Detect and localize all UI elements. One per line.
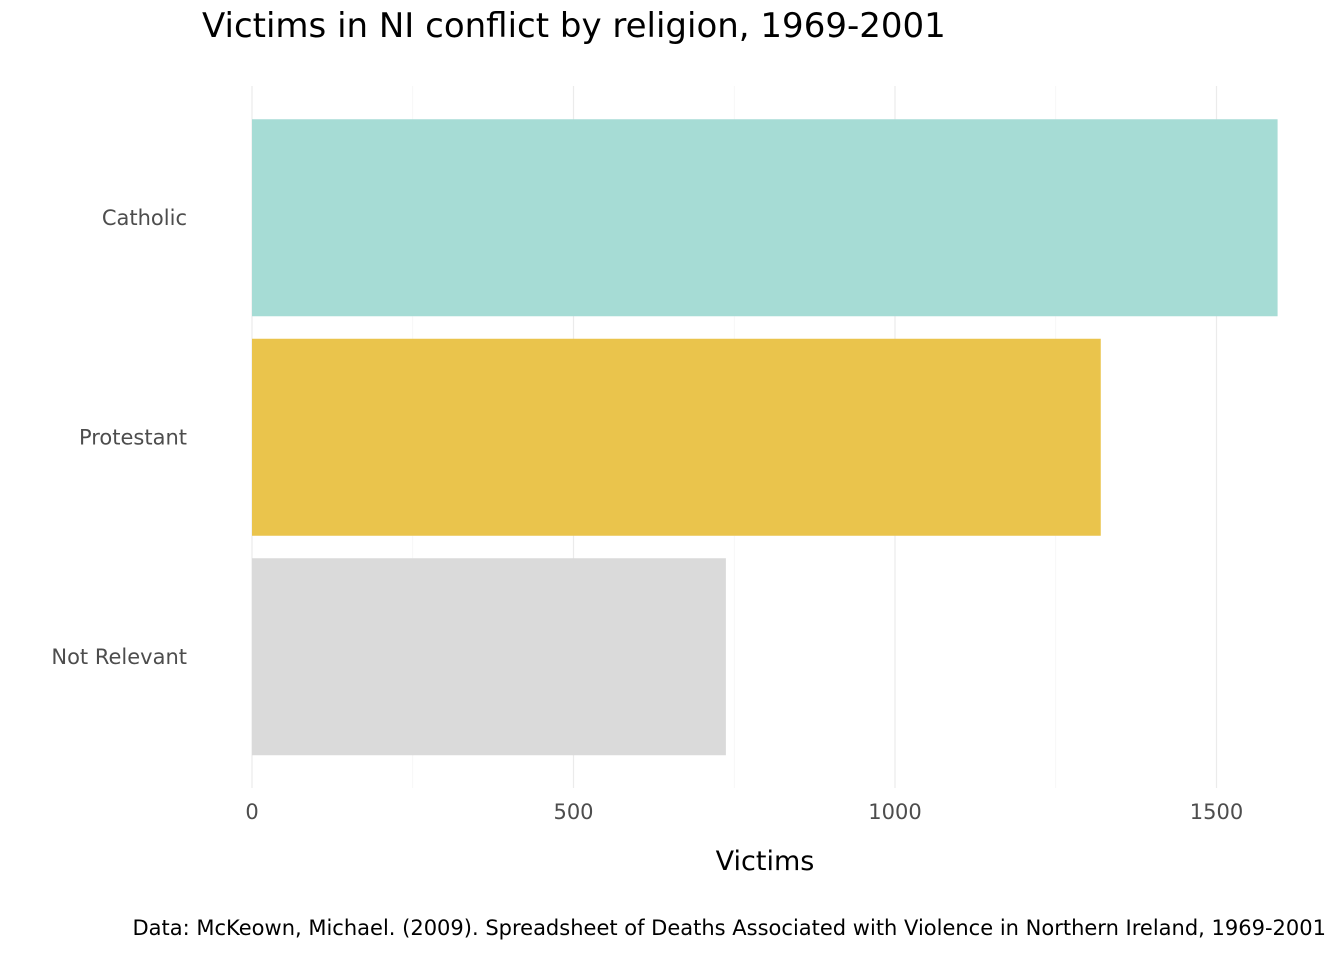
y-tick-label: Protestant xyxy=(79,425,187,449)
y-tick-label: Not Relevant xyxy=(51,645,187,669)
chart-caption: Data: McKeown, Michael. (2009). Spreadsh… xyxy=(132,916,1326,940)
bar-not-relevant xyxy=(252,558,726,756)
chart-title: Victims in NI conflict by religion, 1969… xyxy=(202,6,946,46)
x-tick-label: 500 xyxy=(553,800,593,824)
x-tick-label: 1500 xyxy=(1190,800,1243,824)
y-tick-label: Catholic xyxy=(102,206,187,230)
bar-catholic xyxy=(252,119,1278,317)
x-axis-label: Victims xyxy=(715,846,815,877)
x-tick-label: 0 xyxy=(245,800,258,824)
x-tick-label: 1000 xyxy=(868,800,921,824)
bar-protestant xyxy=(252,338,1101,536)
